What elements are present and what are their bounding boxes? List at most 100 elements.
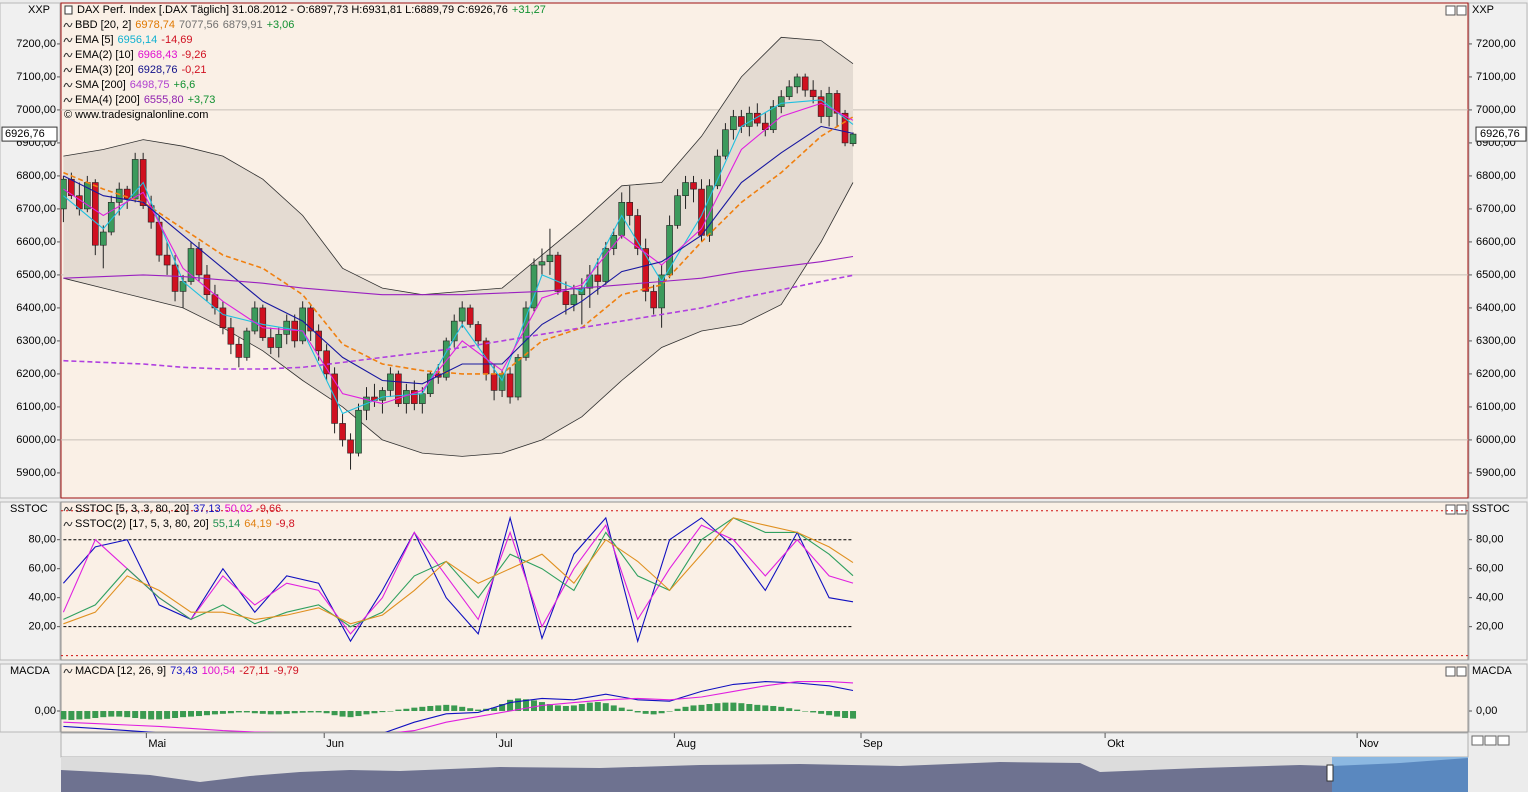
histogram-bar [61, 711, 67, 720]
indicator-icon [63, 82, 73, 88]
candle-body [658, 274, 665, 309]
indicator-value: +3,06 [267, 19, 295, 31]
zoom-button[interactable] [1484, 735, 1497, 746]
indicator-value: 55,14 [213, 518, 241, 530]
histogram-bar [786, 708, 793, 712]
left-axis [0, 501, 61, 661]
candle-body [115, 188, 123, 203]
histogram-bar [586, 702, 593, 712]
indicator-line [63, 116, 854, 375]
indicator-value: 6879,91 [223, 19, 263, 31]
indicator-icon [63, 668, 73, 674]
candle-body [171, 264, 179, 292]
histogram-bar [395, 709, 402, 712]
candle-body [411, 390, 418, 404]
axis-label: XXP [1472, 4, 1494, 16]
indicator-icon [63, 52, 73, 58]
y-tick-label: 7100,00 [1476, 71, 1516, 83]
histogram-bar [84, 711, 91, 719]
y-tick-label: 5900,00 [16, 467, 56, 479]
histogram-bar [690, 705, 697, 712]
histogram-bar [834, 711, 841, 717]
candle-body [275, 334, 283, 348]
histogram-bar [546, 704, 553, 712]
y-tick-label: 80,00 [1476, 534, 1504, 546]
histogram-bar [76, 711, 83, 720]
histogram-bar [610, 705, 617, 712]
candle-body [706, 185, 713, 236]
y-tick-label: 6200,00 [1476, 368, 1516, 380]
histogram-bar [714, 703, 721, 712]
histogram-bar [515, 698, 522, 712]
y-tick-label: 6700,00 [16, 203, 56, 215]
price-tag: 6926,76 [5, 128, 45, 140]
histogram-bar [363, 711, 370, 715]
candle-body [466, 307, 474, 325]
candle-body [841, 112, 849, 144]
y-tick-label: 60,00 [1476, 563, 1504, 575]
candle-body [602, 248, 610, 282]
histogram-bar [650, 711, 657, 715]
indicator-name: SSTOC [5, 3, 3, 80, 20] [75, 503, 189, 515]
y-tick-label: 6300,00 [16, 335, 56, 347]
price-tag: 6926,76 [1480, 128, 1520, 140]
indicator-name: BBD [20, 2] [75, 19, 131, 31]
histogram-bar [259, 711, 266, 714]
panel-button[interactable] [1445, 5, 1456, 16]
indicator-value: 50,02 [225, 503, 253, 515]
y-tick-label: 40,00 [1476, 592, 1504, 604]
histogram-bar [530, 700, 537, 712]
candle-body [546, 254, 554, 263]
zoom-button[interactable] [1497, 735, 1510, 746]
candle-body [650, 291, 657, 309]
y-tick-label: 7000,00 [1476, 104, 1516, 116]
candle-body [634, 215, 641, 249]
histogram-bar [371, 711, 378, 714]
panel-button[interactable] [1456, 504, 1467, 515]
candle-body [219, 307, 227, 329]
candle-body [68, 178, 75, 197]
indicator-value: 6978,74 [135, 19, 175, 31]
candle-body [570, 294, 578, 305]
candle-body [809, 89, 817, 98]
candle-body [785, 86, 793, 98]
indicator-legend: MACDA [12, 26, 9] 73,43 100,54 -27,11 -9,79 [75, 665, 299, 677]
candle-body [514, 357, 522, 398]
axis-label: SSTOC [1472, 503, 1510, 515]
zoom-button[interactable] [1471, 735, 1484, 746]
navigator-window[interactable] [1332, 757, 1468, 792]
candle-body [307, 307, 314, 332]
histogram-bar [443, 704, 450, 712]
panel-button[interactable] [1445, 504, 1456, 515]
scroll-buttons [1471, 735, 1510, 746]
candle-body [626, 202, 634, 216]
candle-body [682, 182, 689, 197]
panel-button[interactable] [1456, 666, 1467, 677]
indicator-name: EMA [5] [75, 34, 114, 46]
axis-label: MACDA [1472, 665, 1512, 677]
left-axis [0, 663, 61, 733]
y-tick-label: 20,00 [28, 621, 56, 633]
candle-body [107, 202, 115, 233]
candle-body [163, 254, 171, 266]
histogram-bar [746, 704, 753, 712]
histogram-bar [682, 706, 689, 712]
histogram-bar [578, 704, 585, 712]
histogram-bar [347, 711, 354, 718]
navigator-handle[interactable] [1326, 764, 1334, 782]
candle-body [187, 248, 195, 282]
histogram-bar [706, 704, 713, 712]
x-tick-label: Jun [326, 738, 344, 750]
candle-body [769, 106, 777, 131]
panel-button[interactable] [1445, 666, 1456, 677]
histogram-bar [451, 705, 458, 712]
y-tick-label: 6300,00 [1476, 335, 1516, 347]
title-icon [64, 5, 73, 15]
histogram-bar [427, 705, 434, 712]
candle-body [235, 343, 243, 358]
panel-button[interactable] [1456, 5, 1467, 16]
indicator-line [63, 681, 854, 732]
y-tick-label: 6000,00 [16, 434, 56, 446]
band-upper [63, 36, 854, 296]
histogram-bar [778, 706, 785, 712]
